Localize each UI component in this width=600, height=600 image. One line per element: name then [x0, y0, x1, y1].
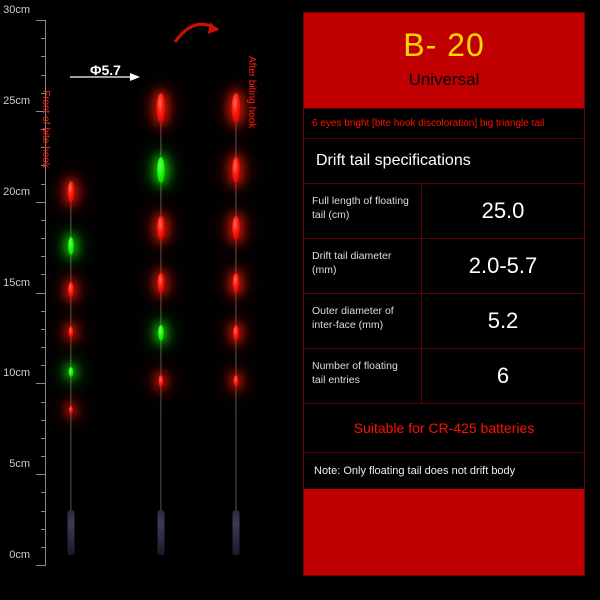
spec-label: Drift tail diameter (mm) [304, 239, 422, 293]
ruler-tick-major [36, 202, 46, 203]
diameter-arrow-icon [70, 70, 140, 86]
battery-note: Suitable for CR-425 batteries [304, 404, 584, 453]
float-1 [155, 101, 167, 555]
float-segment [69, 406, 73, 414]
float-0 [65, 174, 77, 556]
float-2 [230, 101, 242, 555]
ruler-tick-minor [41, 402, 46, 403]
float-label: After biting hook [246, 56, 257, 128]
spec-value: 2.0-5.7 [422, 239, 584, 293]
swap-arrow-icon [170, 12, 230, 52]
ruler-tick-minor [41, 56, 46, 57]
ruler-label: 5cm [0, 458, 30, 470]
ruler-tick-minor [41, 456, 46, 457]
ruler-tick-major [36, 20, 46, 21]
spec-label: Full length of floating tail (cm) [304, 184, 422, 238]
float-handle [233, 510, 240, 555]
ruler-tick-minor [41, 365, 46, 366]
ruler-tick-minor [41, 329, 46, 330]
float-segment [159, 375, 164, 387]
spec-value: 5.2 [422, 294, 584, 348]
spec-row: Drift tail diameter (mm)2.0-5.7 [304, 239, 584, 294]
float-segment [157, 216, 165, 240]
footer-note: Note: Only floating tail does not drift … [304, 453, 584, 489]
ruler-tick-minor [41, 238, 46, 239]
float-segment [158, 325, 164, 341]
ruler-tick-minor [41, 492, 46, 493]
ruler-tick-minor [41, 420, 46, 421]
float-segment [68, 181, 75, 203]
ruler-tick-minor [41, 547, 46, 548]
ruler-tick-major [36, 293, 46, 294]
ruler-tick-minor [41, 256, 46, 257]
ruler-tick-minor [41, 511, 46, 512]
ruler-tick-minor [41, 529, 46, 530]
float-handle [68, 510, 75, 555]
float-segment [234, 375, 239, 387]
spec-row: Full length of floating tail (cm)25.0 [304, 184, 584, 239]
float-segment [69, 367, 74, 377]
ruler-label: 30cm [0, 4, 30, 16]
spec-value: 6 [422, 349, 584, 403]
ruler-tick-minor [41, 347, 46, 348]
float-segment [68, 282, 74, 298]
spec-row: Number of floating tail entries6 [304, 349, 584, 404]
float-segment [157, 93, 166, 123]
panel-header: B- 20 Universal [304, 13, 584, 108]
float-handle [158, 510, 165, 555]
ruler-tick-minor [41, 220, 46, 221]
ruler-tick-major [36, 383, 46, 384]
universal-label: Universal [304, 70, 584, 90]
float-label: Front of bite hook [40, 90, 51, 168]
ruler-tick-minor [41, 75, 46, 76]
spec-title: Drift tail specifications [304, 139, 584, 184]
float-segment [69, 326, 74, 338]
float-segment [232, 93, 241, 123]
ruler-tick-minor [41, 38, 46, 39]
ruler-tick-minor [41, 274, 46, 275]
ruler-tick-minor [41, 311, 46, 312]
float-segment [158, 273, 165, 293]
float-segment [233, 273, 240, 293]
subtitle: 6 eyes bright [bite hook discoloration] … [304, 108, 584, 139]
float-segment [232, 157, 240, 183]
ruler-tick-minor [41, 184, 46, 185]
ruler-tick-major [36, 565, 46, 566]
float-segment [232, 216, 240, 240]
float-segment [68, 237, 74, 255]
float-segment [233, 325, 239, 341]
ruler-tick-major [36, 474, 46, 475]
spec-label: Number of floating tail entries [304, 349, 422, 403]
ruler-label: 0cm [0, 549, 30, 561]
ruler-label: 15cm [0, 277, 30, 289]
float-segment [157, 157, 165, 183]
spec-value: 25.0 [422, 184, 584, 238]
spec-panel: B- 20 Universal 6 eyes bright [bite hook… [303, 12, 585, 576]
spec-row: Outer diameter of inter-face (mm)5.2 [304, 294, 584, 349]
ruler-tick-minor [41, 438, 46, 439]
model-number: B- 20 [304, 27, 584, 64]
spec-label: Outer diameter of inter-face (mm) [304, 294, 422, 348]
ruler-label: 20cm [0, 186, 30, 198]
ruler-label: 10cm [0, 367, 30, 379]
ruler-label: 25cm [0, 95, 30, 107]
